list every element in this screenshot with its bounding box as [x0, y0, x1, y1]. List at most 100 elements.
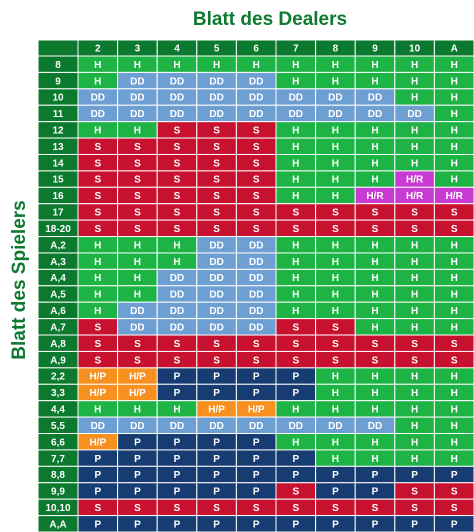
- cell-label: H: [371, 372, 378, 383]
- cell-label: P: [94, 519, 101, 530]
- cell-label: S: [451, 503, 458, 514]
- cell-label: P: [213, 388, 220, 399]
- cell-label: DD: [249, 421, 263, 432]
- cell-label: H: [411, 126, 418, 137]
- cell-label: H: [213, 60, 220, 71]
- cell-label: S: [292, 487, 299, 498]
- cell-label: H: [332, 454, 339, 465]
- cell-label: S: [213, 355, 220, 366]
- side-label: Blatt des Spielers: [9, 200, 30, 359]
- cell-label: H: [332, 372, 339, 383]
- cell-label: S: [174, 191, 181, 202]
- cell-label: H: [411, 306, 418, 317]
- cell-label: P: [134, 454, 141, 465]
- cell-label: S: [253, 175, 260, 186]
- cell-label: DD: [249, 93, 263, 104]
- cell-label: H: [332, 142, 339, 153]
- cell-label: S: [213, 142, 220, 153]
- cell-label: S: [213, 224, 220, 235]
- cell-label: S: [253, 224, 260, 235]
- row-label: 13: [52, 142, 64, 153]
- cell-label: H: [292, 158, 299, 169]
- cell-label: S: [332, 339, 339, 350]
- header-label: 2: [95, 44, 101, 55]
- cell-label: P: [332, 487, 339, 498]
- cell-label: P: [253, 487, 260, 498]
- row-label: 9,9: [51, 487, 65, 498]
- cell-label: H: [134, 126, 141, 137]
- cell-label: H: [332, 306, 339, 317]
- cell-label: DD: [91, 421, 105, 432]
- cell-label: H: [411, 158, 418, 169]
- cell-label: H: [451, 60, 458, 71]
- cell-label: P: [292, 388, 299, 399]
- cell-label: H: [451, 306, 458, 317]
- cell-label: DD: [170, 306, 184, 317]
- cell-label: H: [292, 257, 299, 268]
- cell-label: H/R: [446, 191, 464, 202]
- cell-label: H: [451, 142, 458, 153]
- cell-label: P: [292, 372, 299, 383]
- cell-label: S: [94, 322, 101, 333]
- cell-label: H/P: [248, 405, 265, 416]
- cell-label: DD: [209, 322, 223, 333]
- cell-label: DD: [91, 93, 105, 104]
- cell-label: S: [253, 158, 260, 169]
- cell-label: S: [451, 339, 458, 350]
- cell-label: P: [292, 470, 299, 481]
- cell-label: H: [371, 175, 378, 186]
- cell-label: S: [134, 142, 141, 153]
- cell-label: H: [94, 273, 101, 284]
- cell-label: H: [292, 273, 299, 284]
- cell-label: P: [213, 519, 220, 530]
- cell-label: H: [292, 60, 299, 71]
- cell-label: S: [332, 355, 339, 366]
- row-label: 11: [53, 109, 64, 120]
- cell-label: S: [253, 142, 260, 153]
- cell-label: H: [332, 158, 339, 169]
- cell-label: S: [332, 322, 339, 333]
- header-label: 3: [135, 44, 141, 55]
- cell-label: S: [174, 208, 181, 219]
- cell-label: H: [94, 405, 101, 416]
- cell-label: H/P: [89, 437, 106, 448]
- cell-label: S: [134, 158, 141, 169]
- cell-label: H: [371, 306, 378, 317]
- row-label: 10: [52, 93, 64, 104]
- cell-label: P: [213, 372, 220, 383]
- row-label: 8: [55, 60, 61, 71]
- cell-label: P: [253, 519, 260, 530]
- cell-label: S: [213, 208, 220, 219]
- cell-label: H: [94, 257, 101, 268]
- row-label: A,5: [50, 290, 66, 301]
- cell-label: P: [292, 519, 299, 530]
- row-label: 9: [55, 76, 61, 87]
- cell-label: H: [371, 142, 378, 153]
- cell-label: H: [292, 437, 299, 448]
- cell-label: H: [253, 60, 260, 71]
- cell-label: H: [173, 257, 180, 268]
- cell-label: H: [371, 126, 378, 137]
- header-label: 5: [214, 44, 220, 55]
- cell-label: H: [332, 240, 339, 251]
- cell-label: P: [213, 437, 220, 448]
- cell-label: S: [332, 503, 339, 514]
- cell-label: S: [332, 208, 339, 219]
- cell-label: H: [371, 322, 378, 333]
- cell-label: DD: [209, 273, 223, 284]
- cell-label: S: [292, 355, 299, 366]
- cell-label: S: [411, 355, 418, 366]
- cell-label: H/P: [89, 388, 106, 399]
- cell-label: S: [253, 191, 260, 202]
- cell-label: DD: [249, 273, 263, 284]
- cell-label: H: [332, 126, 339, 137]
- header-label: 9: [372, 44, 378, 55]
- cell-label: H: [292, 240, 299, 251]
- cell-label: H: [332, 257, 339, 268]
- cell-label: H: [371, 273, 378, 284]
- cell-label: S: [292, 322, 299, 333]
- cell-label: DD: [249, 109, 263, 120]
- cell-label: S: [372, 355, 379, 366]
- cell-label: DD: [368, 109, 382, 120]
